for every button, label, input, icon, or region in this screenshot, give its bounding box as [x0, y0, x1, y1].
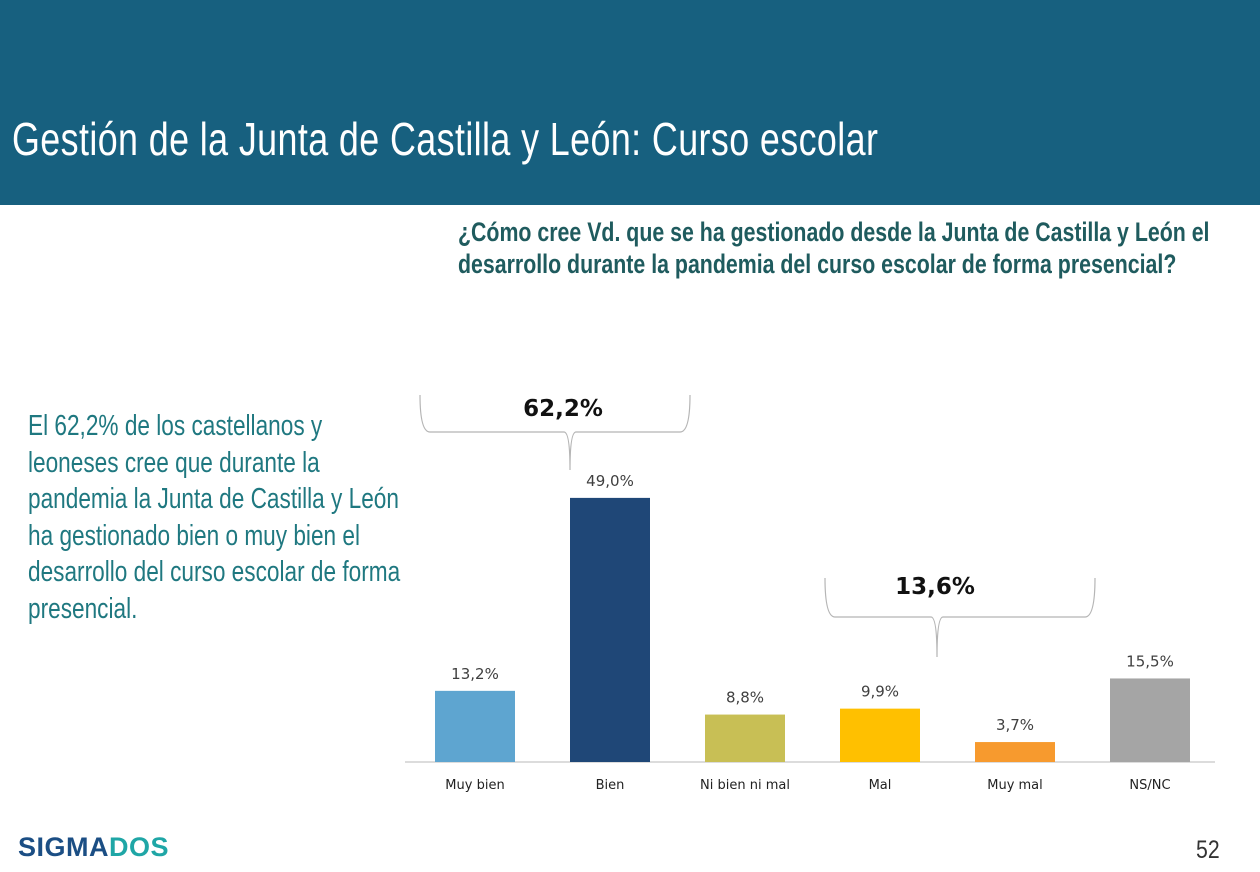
category-label-1: Bien [596, 778, 625, 793]
category-label-2: Ni bien ni mal [700, 778, 790, 793]
bar-5 [1110, 678, 1190, 762]
summary-text: El 62,2% de los castellanos y leoneses c… [28, 410, 401, 625]
value-label-0: 13,2% [451, 665, 499, 683]
category-label-5: NS/NC [1129, 778, 1170, 793]
bar-1 [570, 497, 650, 762]
bracket-0 [419, 394, 691, 471]
bar-0 [435, 690, 515, 762]
group-total-label-1: 13,6% [895, 574, 975, 600]
category-label-3: Mal [869, 778, 892, 793]
group-total-label-0: 62,2% [523, 396, 603, 422]
header-band: Gestión de la Junta de Castilla y León: … [0, 0, 1260, 205]
bar-3 [840, 708, 920, 762]
survey-question: ¿Cómo cree Vd. que se ha gestionado desd… [458, 217, 1210, 279]
category-label-4: Muy mal [987, 778, 1043, 793]
bracket-1 [824, 577, 1096, 658]
value-label-2: 8,8% [726, 689, 764, 707]
bar-2 [705, 714, 785, 762]
value-label-5: 15,5% [1126, 652, 1174, 670]
slide-title: Gestión de la Junta de Castilla y León: … [12, 113, 879, 165]
value-label-4: 3,7% [996, 716, 1034, 734]
category-label-0: Muy bien [445, 778, 504, 793]
value-label-1: 49,0% [586, 472, 634, 490]
page-number: 52 [1196, 836, 1220, 864]
sigmados-logo: SIGMADOS [18, 832, 170, 862]
value-label-3: 9,9% [861, 683, 899, 701]
bar-4 [975, 742, 1055, 762]
